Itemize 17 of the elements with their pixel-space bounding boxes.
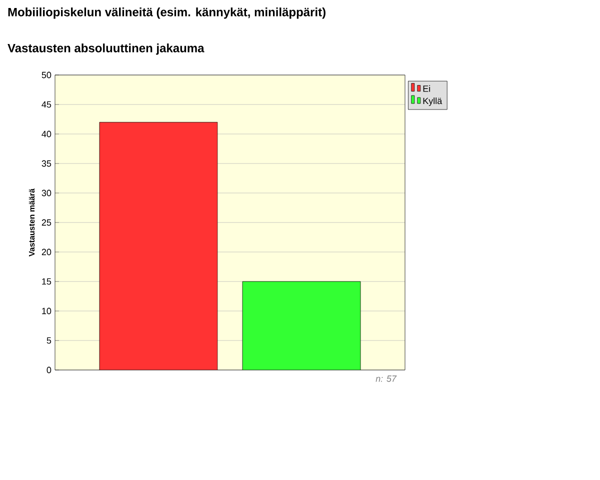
y-axis-title: Vastausten määrä [28,188,35,256]
y-tick-label: 20 [42,248,52,256]
y-tick-label: 45 [42,101,52,108]
y-tick-label: 10 [42,308,52,314]
y-tick-label: 25 [42,219,52,226]
legend-label: Ei [423,85,430,92]
chart-title: Mobiiliopiskelun välineitä (esim. kännykät, miniläppärit) [8,8,326,19]
text: n: 57 [376,376,397,382]
y-tick-label: 35 [42,160,52,167]
legend-label: Kyllä [423,98,442,106]
y-tick-label: 0 [46,366,52,374]
y-tick-label: 5 [46,337,52,344]
y-tick-label: 50 [42,72,52,78]
chart-subtitle: Vastausten absoluuttinen jakauma [8,44,204,55]
y-tick-label: 15 [42,278,52,285]
y-tick-label: 30 [42,190,52,196]
y-tick-label: 40 [42,130,52,138]
